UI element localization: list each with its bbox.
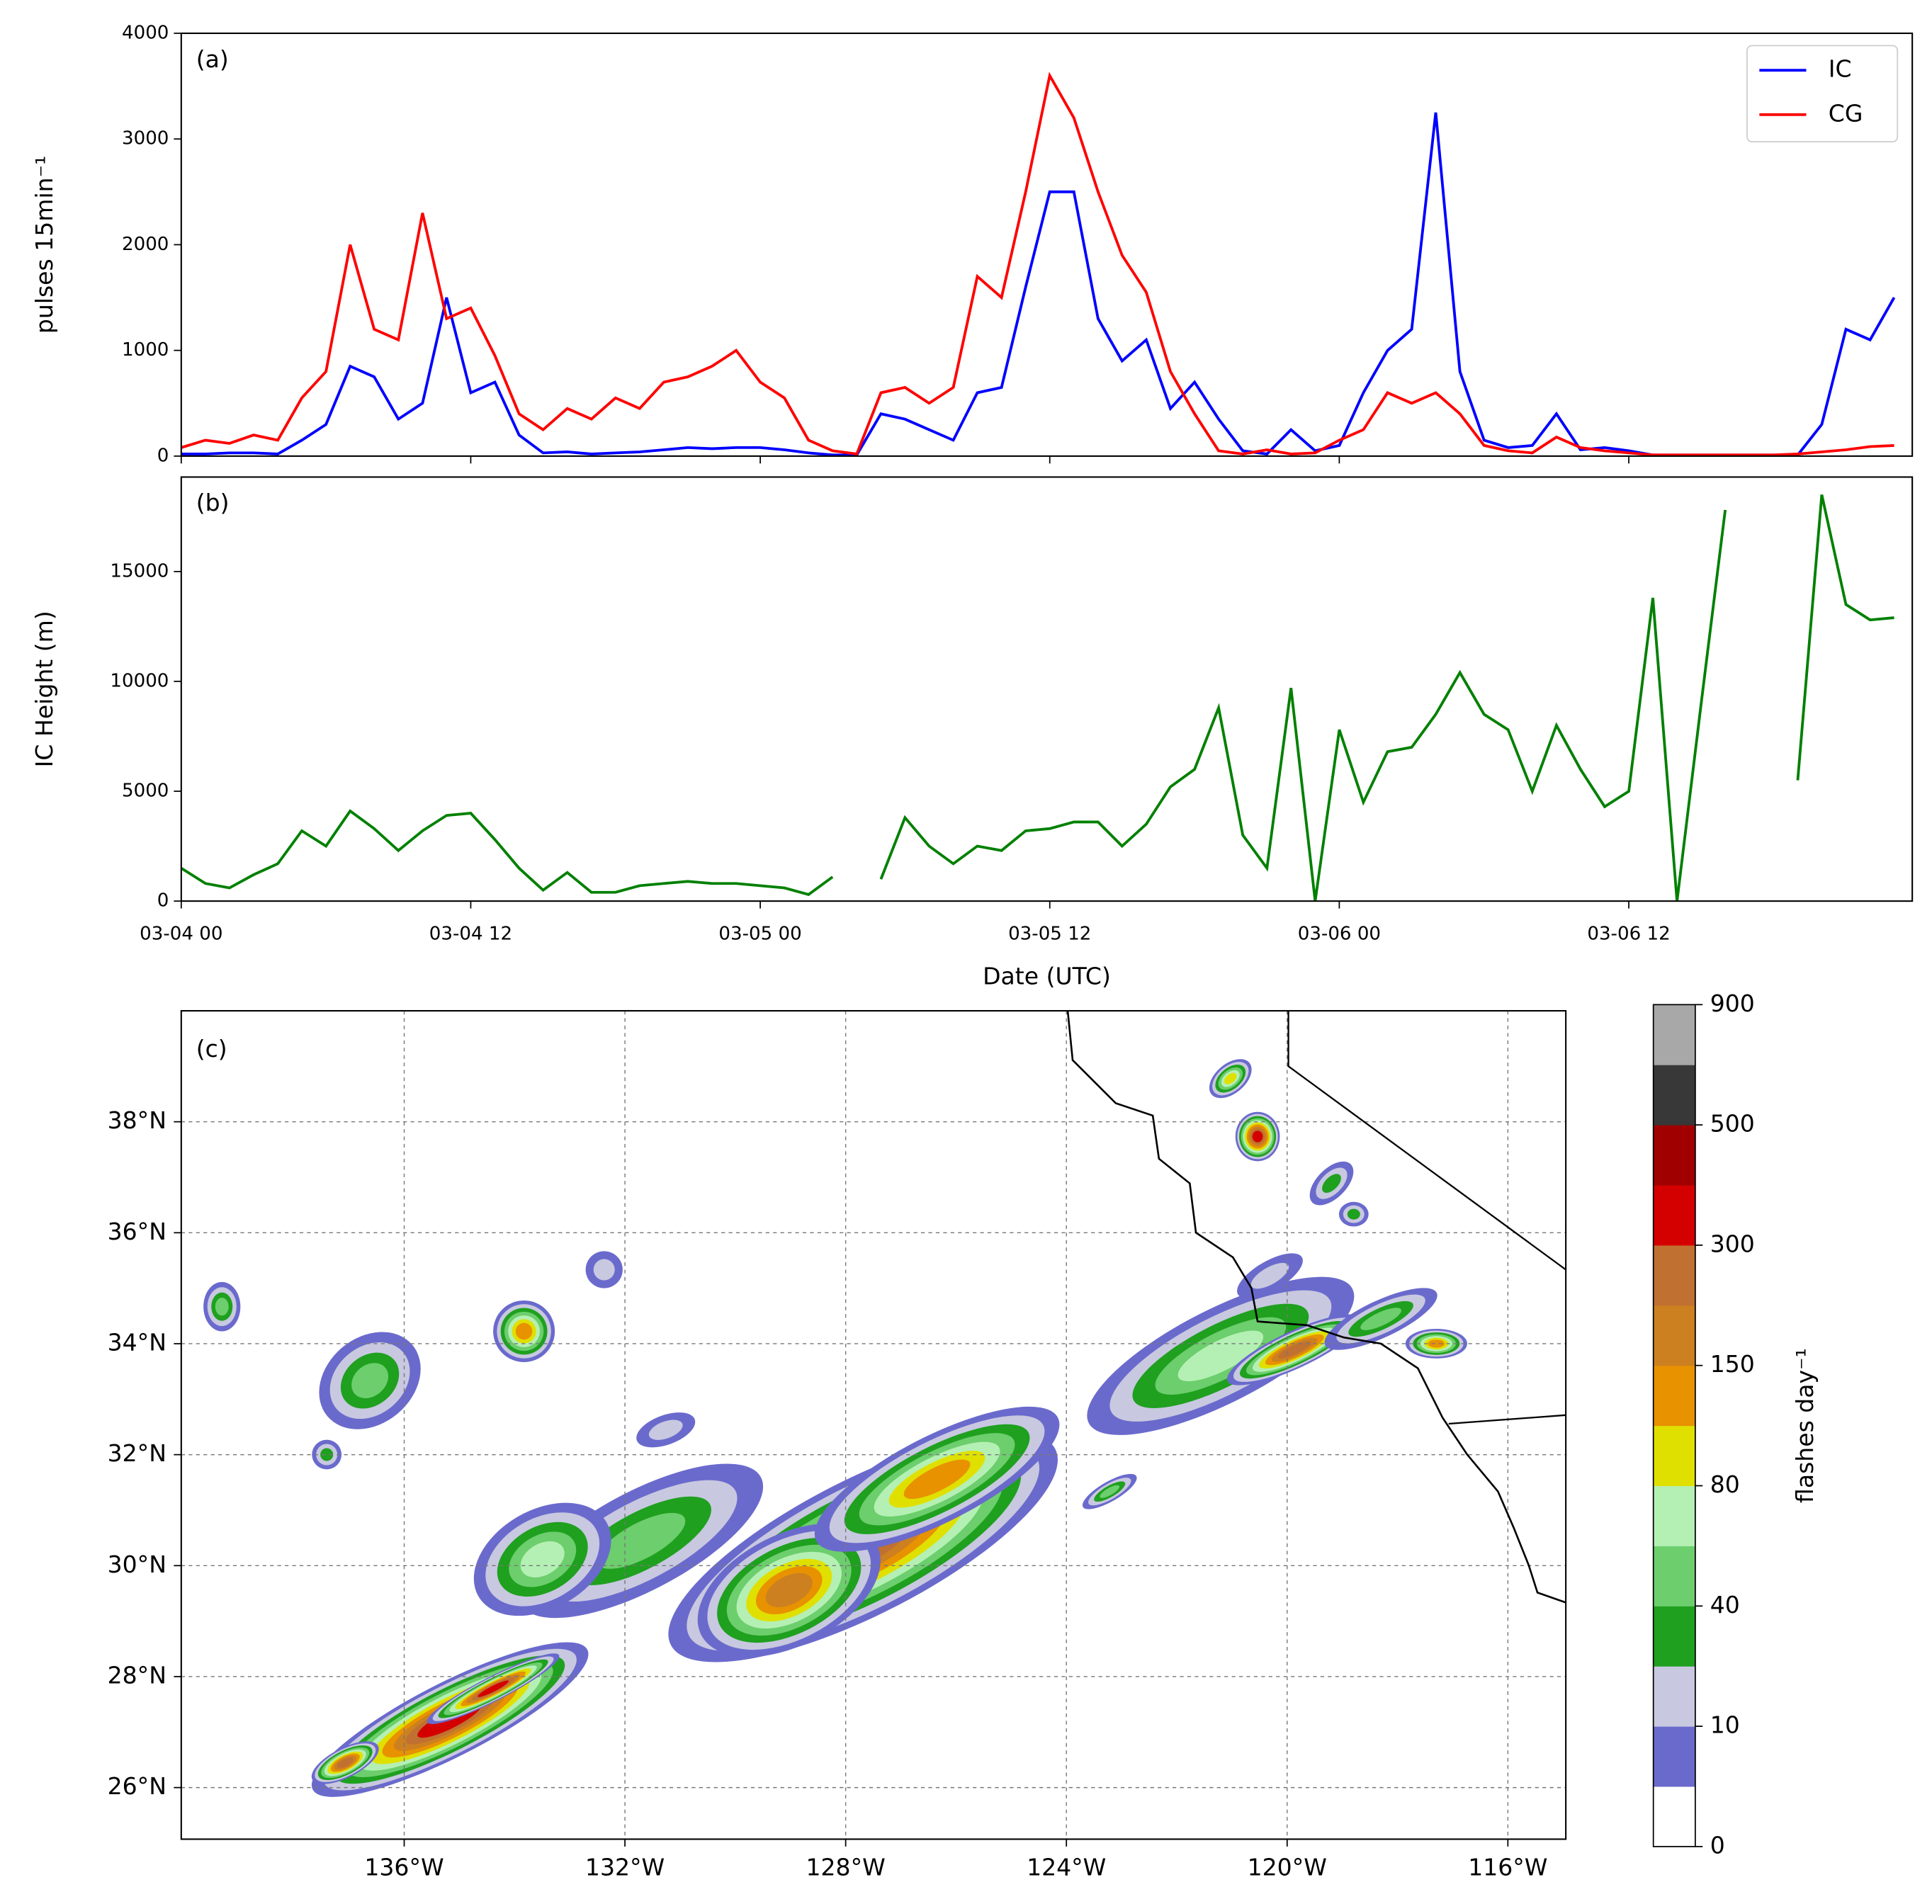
contour-patch <box>1250 1262 1289 1289</box>
colorbar-tick-label: 40 <box>1710 1591 1740 1619</box>
legend-label: CG <box>1829 99 1863 127</box>
colorbar-swatch <box>1653 1546 1695 1606</box>
contour-patch <box>648 1420 683 1440</box>
map-layer <box>181 1011 1566 1840</box>
y-tick-label: 4000 <box>122 22 169 43</box>
data-line <box>181 72 1894 457</box>
x-tick-label: 03-06 00 <box>1298 924 1381 945</box>
colorbar-tick-label: 10 <box>1710 1711 1740 1739</box>
y-tick-label: 36°N <box>108 1218 166 1245</box>
colorbar-tick-label: 300 <box>1710 1230 1755 1257</box>
data-line <box>181 112 1896 457</box>
y-tick-label: 5000 <box>122 781 169 802</box>
y-tick-label: 0 <box>157 890 169 912</box>
y-tick-label: 3000 <box>122 128 169 149</box>
colorbar-swatch <box>1653 1125 1695 1186</box>
y-tick-label: 32°N <box>108 1439 166 1467</box>
contour-patch <box>1100 1485 1120 1498</box>
y-tick-label: 26°N <box>108 1772 166 1800</box>
colorbar-swatch <box>1653 1305 1695 1366</box>
colorbar-swatch <box>1653 1606 1695 1667</box>
y-tick-label: 38°N <box>108 1106 166 1134</box>
y-axis-label: pulses 15min⁻¹ <box>30 156 58 334</box>
panel-label: (c) <box>196 1035 227 1062</box>
colorbar-swatch <box>1653 1666 1695 1727</box>
legend-box <box>1746 45 1899 142</box>
contour-patch <box>1360 1308 1401 1330</box>
colorbar-tick-label: 80 <box>1710 1470 1740 1498</box>
contour-patch <box>320 1448 334 1461</box>
x-tick-label: 132°W <box>585 1854 665 1881</box>
colorbar-swatch <box>1653 1425 1695 1487</box>
colorbar-swatch <box>1653 1065 1695 1126</box>
contour-patch <box>1347 1208 1360 1220</box>
y-axis-label: IC Height (m) <box>30 611 58 767</box>
y-tick-label: 30°N <box>108 1551 166 1578</box>
contour-patch <box>515 1322 533 1340</box>
colorbar-swatch <box>1653 1726 1695 1787</box>
colorbar-swatch <box>1653 1004 1695 1065</box>
x-tick-label: 03-05 00 <box>718 924 801 945</box>
contour-patch <box>903 1459 971 1500</box>
colorbar-tick-label: 0 <box>1710 1831 1725 1859</box>
colorbar-frame <box>1652 1004 1696 1847</box>
y-tick-label: 1000 <box>122 339 169 361</box>
y-tick-label: 28°N <box>108 1661 166 1689</box>
contour-patch <box>215 1298 229 1316</box>
colorbar-label: flashes day⁻¹ <box>1791 1348 1819 1503</box>
colorbar-tick-label: 900 <box>1710 990 1755 1017</box>
country-border <box>1448 1414 1566 1425</box>
coastline <box>1066 1011 1566 1604</box>
x-tick-label: 136°W <box>364 1854 444 1881</box>
x-tick-label: 116°W <box>1468 1854 1547 1881</box>
legend-label: IC <box>1829 55 1852 83</box>
plot-frame <box>180 1009 1567 1840</box>
x-tick-label: 128°W <box>806 1854 886 1881</box>
contour-patch <box>351 1363 389 1398</box>
panel-label: (a) <box>196 45 229 73</box>
contour-patch <box>1277 1341 1311 1359</box>
colorbar-swatch <box>1653 1185 1695 1246</box>
contour-patch <box>593 1259 615 1281</box>
contour-patch <box>597 1512 686 1569</box>
y-tick-label: 2000 <box>122 234 169 255</box>
colorbar-swatch <box>1653 1245 1695 1306</box>
colorbar-tick-label: 500 <box>1710 1110 1755 1138</box>
x-axis-label: Date (UTC) <box>983 963 1111 990</box>
contour-patch <box>1322 1174 1341 1194</box>
y-tick-label: 15000 <box>110 560 169 582</box>
x-tick-label: 124°W <box>1027 1854 1106 1881</box>
state-border <box>1287 1011 1566 1271</box>
contour-patch <box>478 1680 509 1697</box>
x-tick-label: 03-04 12 <box>429 924 512 945</box>
y-tick-label: 10000 <box>110 670 169 691</box>
contour-patch <box>1224 1072 1237 1084</box>
colorbar-swatch <box>1653 1485 1695 1546</box>
y-tick-label: 0 <box>157 445 169 466</box>
contour-patch <box>1252 1130 1263 1143</box>
contour-patch <box>337 1757 354 1768</box>
colorbar-swatch <box>1653 1365 1695 1427</box>
contour-patch <box>1428 1339 1445 1348</box>
colorbar-tick-label: 150 <box>1710 1350 1755 1378</box>
contour-patch <box>765 1572 813 1608</box>
plot-frame <box>180 476 1914 902</box>
y-tick-label: 34°N <box>108 1328 166 1356</box>
panel-label: (b) <box>196 489 230 516</box>
x-tick-label: 03-04 00 <box>140 924 222 945</box>
x-tick-label: 03-06 12 <box>1587 924 1670 945</box>
x-tick-label: 03-05 12 <box>1008 924 1091 945</box>
x-tick-label: 120°W <box>1248 1854 1327 1881</box>
contour-patch <box>520 1541 565 1577</box>
plot-frame <box>180 32 1914 457</box>
colorbar-swatch <box>1653 1786 1695 1847</box>
data-line <box>180 494 1894 902</box>
